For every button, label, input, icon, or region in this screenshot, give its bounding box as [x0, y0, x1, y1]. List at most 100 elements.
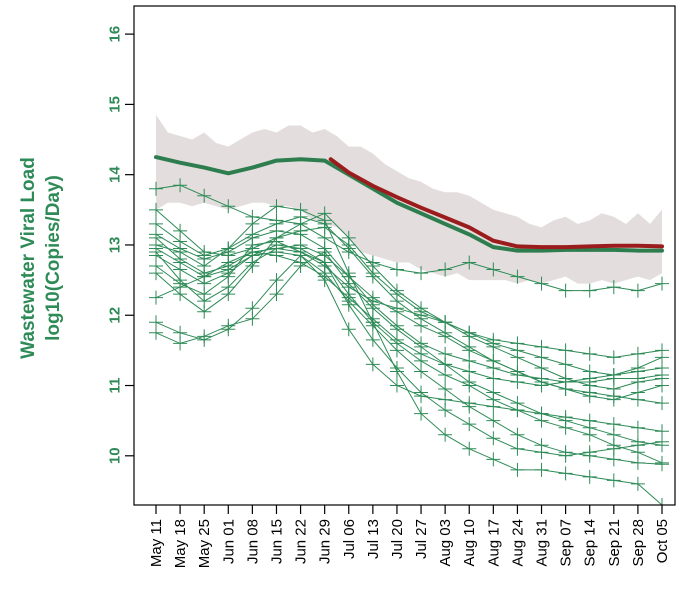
site-point [438, 262, 453, 277]
site-point [510, 336, 525, 351]
x-tick-label: Sep 07 [558, 519, 575, 567]
site-point [245, 301, 260, 316]
site-point [462, 255, 477, 270]
x-tick-label: Jun 15 [268, 519, 285, 564]
site-point [462, 353, 477, 368]
site-point [630, 346, 645, 361]
site-point [534, 339, 549, 354]
site-point [606, 280, 621, 295]
site-point [389, 332, 404, 347]
site-point [558, 466, 573, 481]
site-series-line-8 [155, 212, 663, 358]
y-tick-label: 11 [106, 378, 123, 394]
site-point [630, 392, 645, 407]
site-point [149, 290, 163, 305]
site-point [606, 350, 621, 365]
site-point [389, 364, 404, 379]
mean-lines-layer [154, 155, 664, 253]
site-point [389, 294, 404, 309]
x-tick-label: Sep 21 [606, 519, 623, 567]
site-point [341, 241, 356, 256]
x-tick-label: Jun 08 [244, 519, 261, 564]
site-point [365, 269, 380, 284]
site-point [269, 273, 284, 288]
site-point [341, 297, 356, 312]
y-tick-label: 13 [106, 237, 123, 254]
site-point [149, 241, 163, 256]
site-point [558, 448, 573, 463]
site-point [149, 315, 163, 330]
site-point [582, 469, 597, 484]
site-point [197, 304, 212, 319]
site-point [486, 332, 501, 347]
site-point [606, 389, 621, 404]
site-point [486, 431, 501, 446]
y-tick-label: 10 [106, 447, 123, 464]
site-point [365, 315, 380, 330]
site-point [149, 181, 163, 196]
x-tick-label: Aug 31 [534, 519, 551, 567]
site-series-line-6 [155, 184, 663, 292]
site-point [197, 188, 212, 203]
site-point [317, 213, 332, 228]
site-point [245, 230, 260, 245]
site-point [365, 332, 380, 347]
plot-frame [133, 5, 676, 506]
site-point [486, 360, 501, 375]
site-point [510, 403, 525, 418]
site-point [173, 280, 188, 295]
confidence-band-layer [156, 114, 662, 284]
site-point [655, 276, 669, 291]
site-point [582, 283, 597, 298]
site-point [173, 178, 188, 193]
site-point [582, 427, 597, 442]
site-point [462, 325, 477, 340]
site-point [510, 269, 525, 284]
site-point [438, 325, 453, 340]
site-point [462, 417, 477, 432]
x-tick-label: Aug 10 [461, 519, 478, 567]
site-point [510, 462, 525, 477]
site-point [341, 322, 356, 337]
site-series-line-10 [155, 251, 663, 387]
y-tick-label: 15 [106, 96, 123, 113]
site-point [317, 241, 332, 256]
site-point [582, 413, 597, 428]
site-point [582, 375, 597, 390]
x-tick-label: May 18 [172, 519, 189, 568]
site-point [341, 269, 356, 284]
site-point [558, 283, 573, 298]
site-series-line-14 [155, 230, 663, 383]
site-point [365, 297, 380, 312]
site-point [510, 350, 525, 365]
x-tick-label: May 11 [148, 519, 165, 567]
site-point [510, 367, 525, 382]
site-point [414, 406, 429, 421]
site-point [558, 375, 573, 390]
site-series-line-4 [155, 251, 663, 446]
site-point [414, 336, 429, 351]
site-point [655, 367, 669, 382]
x-tick-label: Aug 03 [437, 519, 454, 567]
site-point [630, 476, 645, 491]
site-series-line-12 [155, 205, 663, 506]
x-tick-label: Jun 29 [317, 519, 334, 564]
site-point [606, 473, 621, 488]
confidence-band [156, 114, 662, 284]
site-point [606, 441, 621, 456]
site-point [221, 262, 236, 277]
y-axis-title-line-1: Wastewater Viral Load [18, 157, 39, 359]
site-point [389, 318, 404, 333]
site-point [197, 252, 212, 267]
site-point [173, 255, 188, 270]
site-point [655, 424, 669, 439]
site-series-line-9 [155, 216, 663, 404]
site-point [293, 248, 308, 263]
site-point [438, 427, 453, 442]
site-point [221, 287, 236, 302]
site-point [293, 202, 308, 217]
site-point [221, 244, 236, 259]
model-mean-line [154, 155, 664, 253]
site-point [655, 396, 669, 411]
